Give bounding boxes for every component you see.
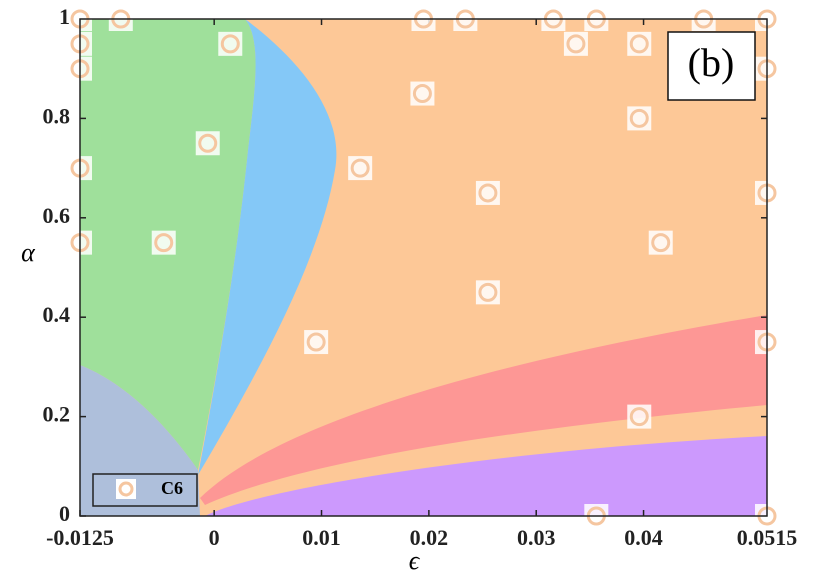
point — [412, 84, 432, 104]
x-axis-label: ϵ — [409, 546, 421, 575]
y-tick-label: 0 — [59, 501, 70, 526]
point — [350, 158, 370, 178]
region-blue — [198, 19, 337, 475]
y-tick-label: 0.8 — [43, 103, 71, 128]
point — [306, 332, 326, 352]
y-tick-label: 1 — [59, 4, 70, 29]
point — [198, 133, 218, 153]
x-tick-label: 0 — [209, 525, 220, 550]
point — [629, 34, 649, 54]
region-purple — [205, 436, 767, 516]
y-axis-label: α — [21, 238, 36, 267]
point — [478, 282, 498, 302]
point — [154, 233, 174, 253]
y-tick-label: 0.2 — [43, 402, 71, 427]
x-tick-label: 0.0515 — [737, 525, 798, 550]
x-tick-label: 0.02 — [410, 525, 449, 550]
x-tick-label: 0.04 — [624, 525, 663, 550]
plot-frame — [79, 18, 768, 517]
y-tick-label: 0.4 — [43, 302, 71, 327]
legend: C6 — [92, 473, 198, 507]
region-red — [200, 315, 767, 505]
y-tick-label: 0.6 — [43, 203, 71, 228]
point — [220, 34, 240, 54]
x-tick-label: -0.0125 — [46, 525, 114, 550]
legend-label: C6 — [161, 478, 183, 498]
x-tick-label: 0.03 — [517, 525, 556, 550]
point — [566, 34, 586, 54]
annotation: (b) — [688, 40, 735, 85]
point — [629, 407, 649, 427]
point — [651, 233, 671, 253]
point — [478, 183, 498, 203]
point — [629, 108, 649, 128]
x-tick-label: 0.01 — [302, 525, 341, 550]
annotation-box — [667, 31, 756, 101]
legend-marker — [118, 481, 134, 497]
legend-box — [92, 473, 198, 507]
